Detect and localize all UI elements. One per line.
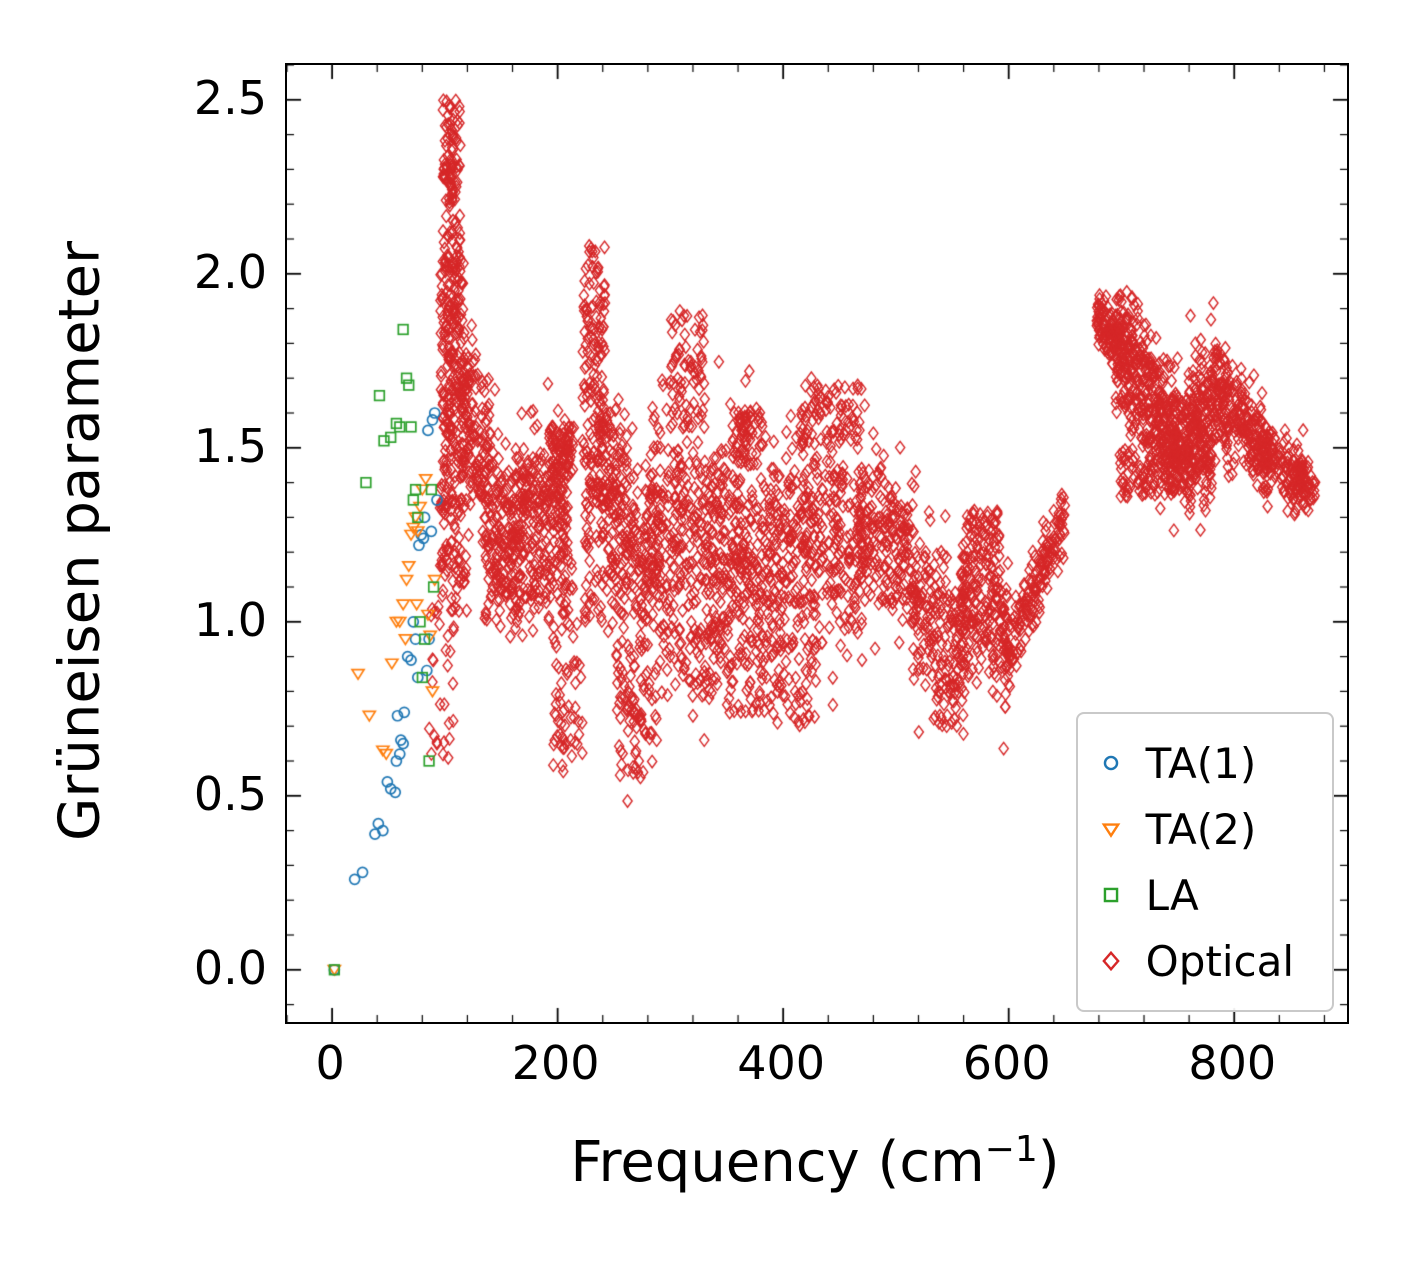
legend-item-ta1: TA(1) — [1100, 730, 1294, 796]
y-tick-label: 1.0 — [193, 592, 267, 647]
triangle-down-marker-icon — [1101, 823, 1121, 838]
y-tick-label: 1.5 — [193, 418, 267, 473]
x-tick-label: 800 — [1188, 1036, 1277, 1090]
legend-label-la: LA — [1145, 870, 1199, 920]
y-axis-label: Grüneisen parameter — [47, 241, 113, 841]
y-tick-label: 2.5 — [193, 70, 267, 125]
diamond-marker-icon — [1101, 950, 1120, 972]
x-axis-label-text: Frequency (cm — [570, 1129, 985, 1195]
y-tick-label: 0.0 — [193, 940, 267, 995]
x-tick-label: 200 — [511, 1036, 600, 1090]
x-tick-label: 600 — [962, 1036, 1051, 1090]
circle-marker-icon — [1103, 755, 1118, 771]
y-tick-label: 2.0 — [193, 244, 267, 299]
x-axis-label: Frequency (cm−1) — [570, 1129, 1059, 1195]
y-tick-label: 0.5 — [193, 766, 267, 821]
legend-label-ta2: TA(2) — [1145, 804, 1257, 854]
legend-label-optical: Optical — [1145, 936, 1294, 986]
square-marker-icon — [1103, 887, 1118, 903]
legend-item-la: LA — [1100, 862, 1294, 928]
x-axis-label-exponent: −1 — [984, 1129, 1038, 1171]
x-axis-label-close: ) — [1037, 1129, 1060, 1195]
legend-label-ta1: TA(1) — [1145, 738, 1257, 788]
legend-item-optical: Optical — [1100, 928, 1294, 994]
x-tick-label: 0 — [315, 1036, 345, 1090]
plot-area: TA(1) TA(2) LA Optical — [285, 63, 1349, 1024]
legend: TA(1) TA(2) LA Optical — [1075, 712, 1334, 1012]
x-tick-label: 400 — [737, 1036, 826, 1090]
legend-item-ta2: TA(2) — [1100, 796, 1294, 862]
